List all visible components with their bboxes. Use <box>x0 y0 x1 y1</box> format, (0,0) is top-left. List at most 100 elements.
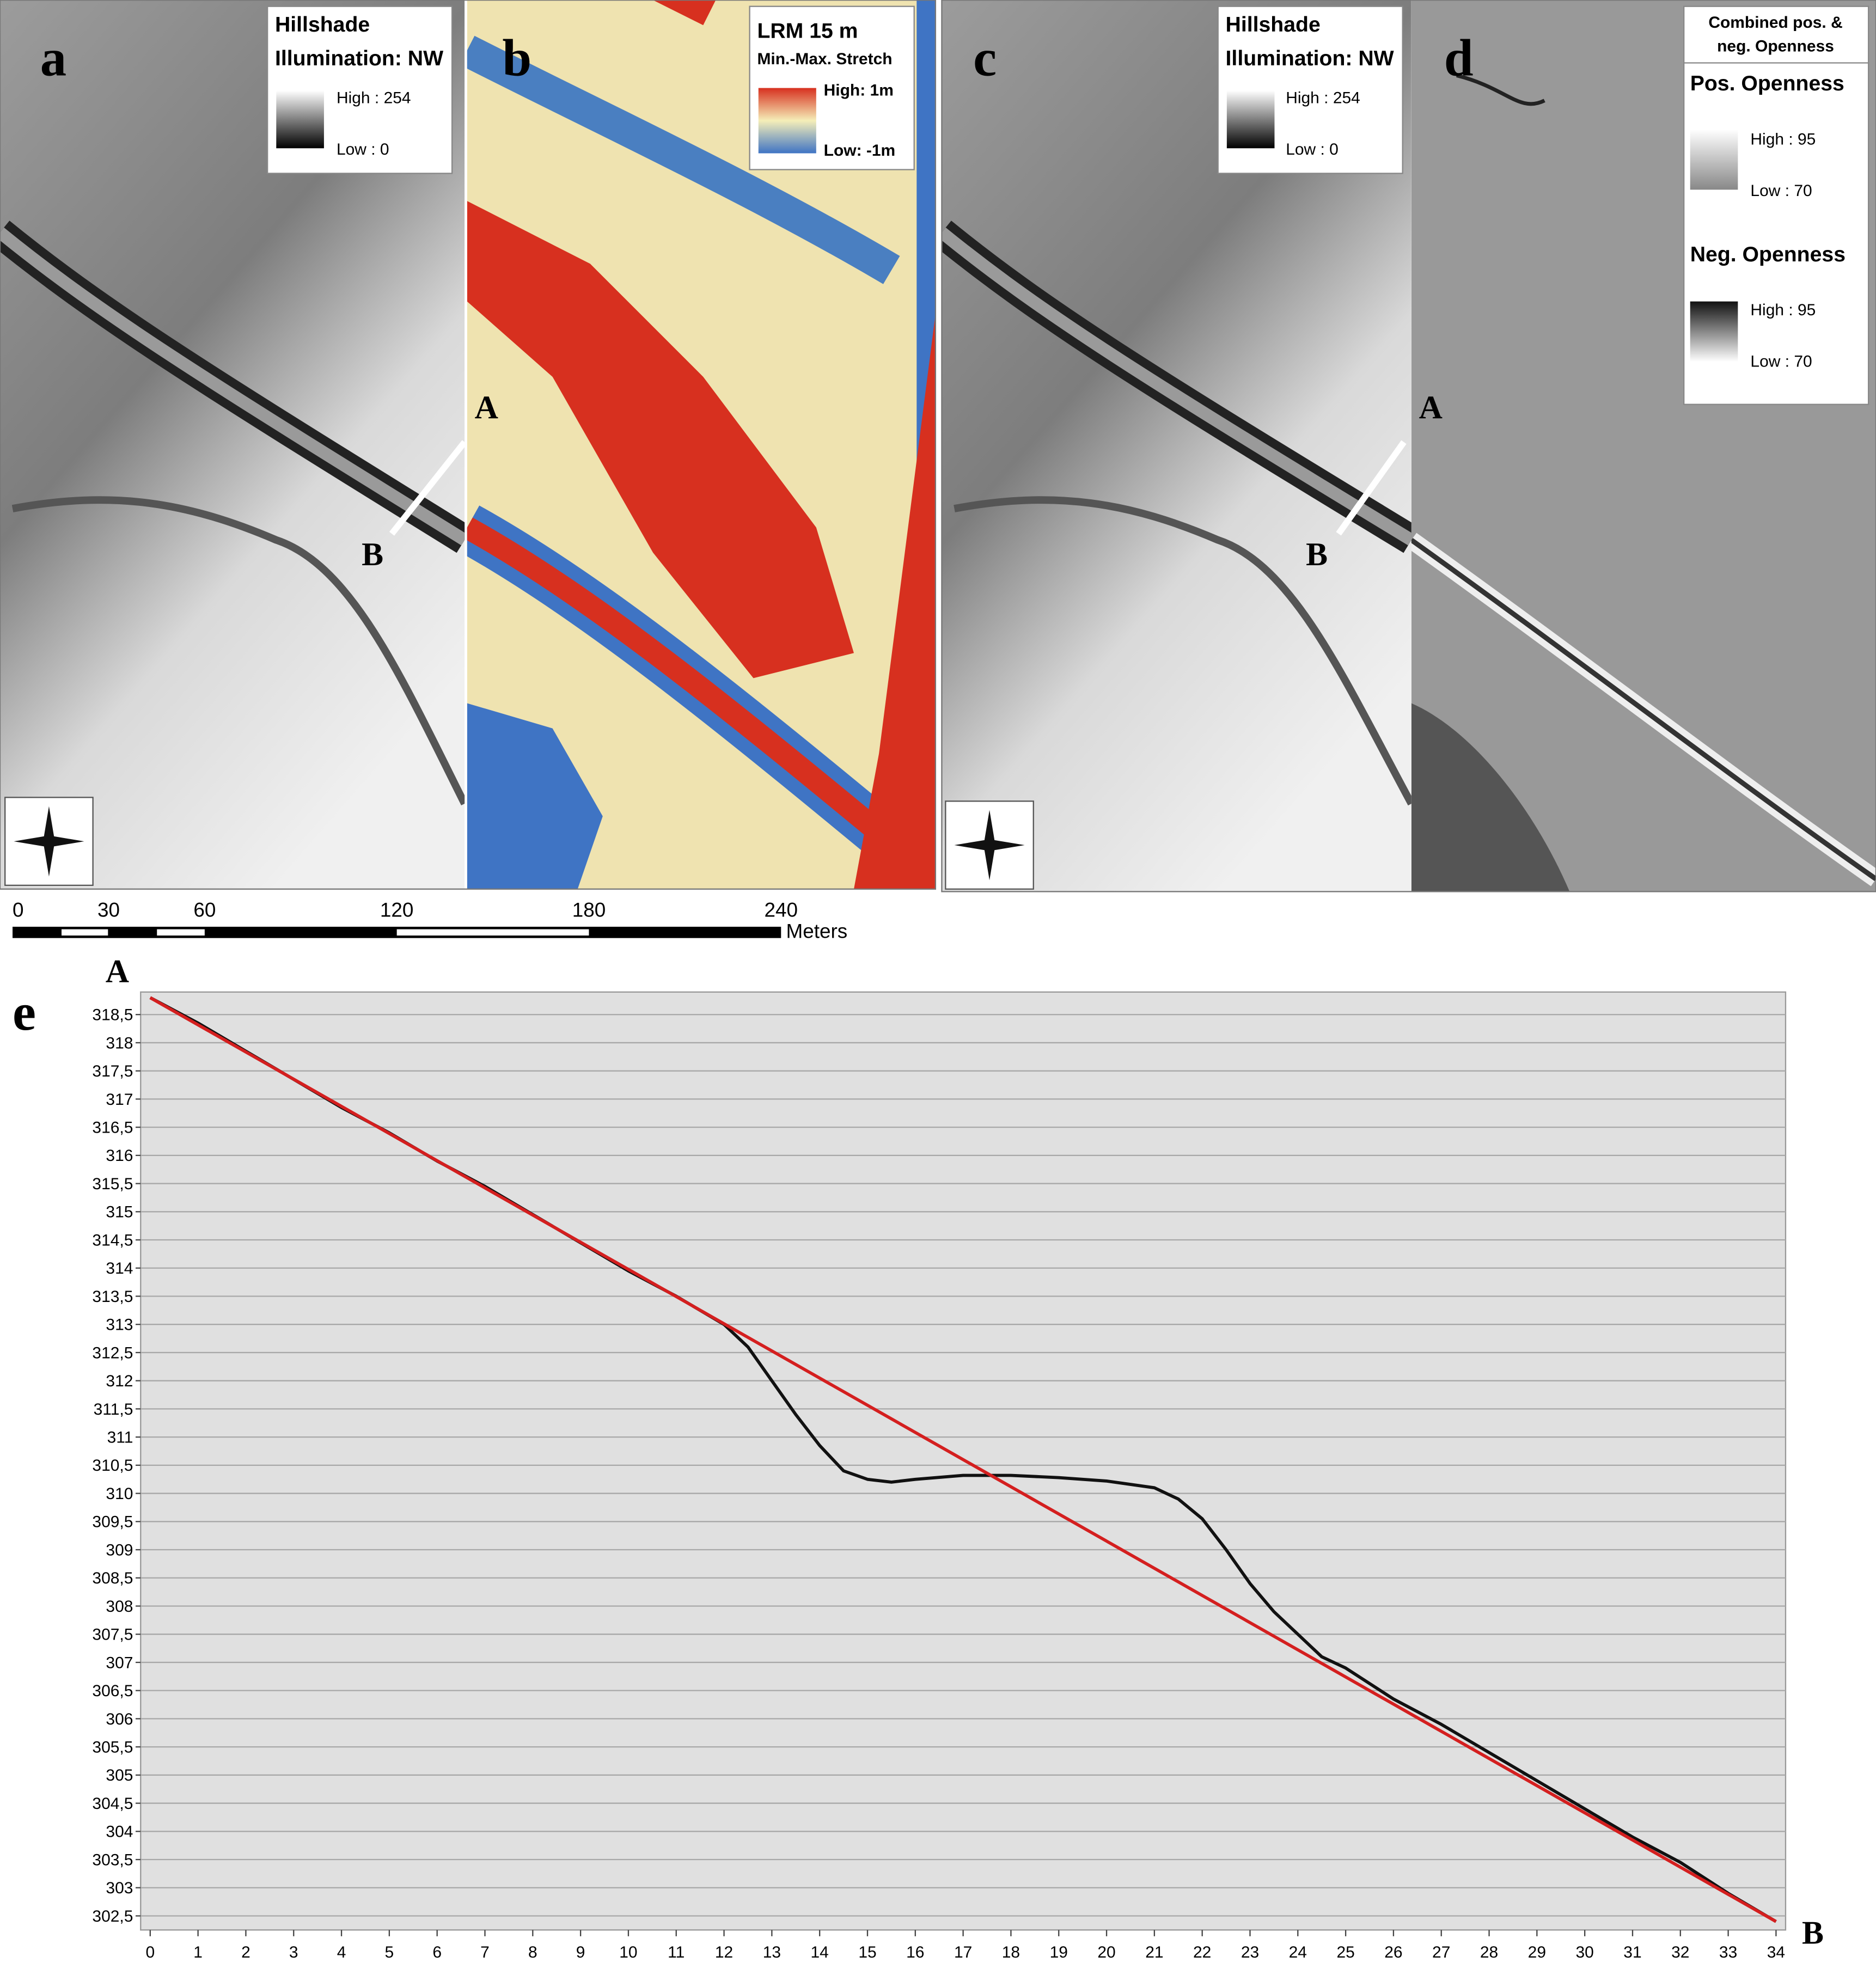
compass-star <box>954 810 1025 880</box>
y-tick-label: 306 <box>106 1710 133 1728</box>
legend-high: High : 254 <box>337 89 411 107</box>
x-tick-label: 5 <box>385 1943 394 1961</box>
x-tick-label: 11 <box>668 1943 685 1961</box>
lrm-low <box>467 35 900 284</box>
x-tick-label: 7 <box>480 1943 490 1961</box>
scale-segment <box>61 929 108 936</box>
y-tick-label: 308 <box>106 1598 133 1616</box>
x-tick-label: 21 <box>1145 1943 1163 1961</box>
x-tick-label: 33 <box>1719 1943 1737 1961</box>
y-tick-label: 311 <box>107 1428 133 1446</box>
y-tick-label: 302,5 <box>92 1907 133 1925</box>
scale-label: 240 <box>764 898 798 921</box>
section-label: B <box>1306 536 1328 572</box>
x-tick-label: 20 <box>1097 1943 1115 1961</box>
y-tick-label: 308,5 <box>92 1569 133 1587</box>
y-tick-label: 303 <box>106 1879 133 1897</box>
scale-label: 0 <box>13 898 24 921</box>
x-tick-label: 1 <box>193 1943 203 1961</box>
x-tick-label: 32 <box>1671 1943 1689 1961</box>
x-tick-label: 3 <box>289 1943 298 1961</box>
x-tick-label: 10 <box>619 1943 637 1961</box>
panel-label: d <box>1444 29 1474 87</box>
channel <box>1411 537 1876 882</box>
y-tick-label: 317,5 <box>92 1062 133 1080</box>
scale-segment <box>13 926 781 938</box>
section-label: A <box>1419 389 1443 425</box>
legend-swatch <box>758 88 816 154</box>
y-tick-label: 309 <box>106 1541 133 1559</box>
legend-low: Low: -1m <box>824 142 896 160</box>
channel <box>1411 703 1570 892</box>
legend-subtitle: Min.-Max. Stretch <box>757 50 892 68</box>
y-tick-label: 313 <box>106 1316 133 1334</box>
x-tick-label: 12 <box>715 1943 733 1961</box>
x-tick-label: 13 <box>763 1943 781 1961</box>
panel-label: b <box>502 29 531 87</box>
legend-low: Low : 70 <box>1750 182 1812 200</box>
x-tick-label: 8 <box>528 1943 537 1961</box>
x-tick-label: 27 <box>1432 1943 1450 1961</box>
y-tick-label: 305,5 <box>92 1738 133 1756</box>
x-tick-label: 23 <box>1241 1943 1259 1961</box>
section-line <box>389 440 465 536</box>
legend-title: Combined pos. & <box>1708 14 1842 32</box>
x-tick-label: 14 <box>811 1943 829 1961</box>
x-tick-label: 16 <box>906 1943 924 1961</box>
legend-low: Low : 0 <box>337 140 389 158</box>
legend-high: High: 1m <box>824 81 894 99</box>
x-tick-label: 24 <box>1289 1943 1307 1961</box>
legend-swatch <box>1690 129 1738 190</box>
lrm-high <box>653 0 716 26</box>
x-tick-label: 0 <box>145 1943 155 1961</box>
y-tick-label: 306,5 <box>92 1682 133 1700</box>
x-tick-label: 9 <box>576 1943 585 1961</box>
y-tick-label: 316 <box>106 1147 133 1165</box>
legend-low: Low : 70 <box>1750 353 1812 371</box>
y-tick-label: 304 <box>106 1823 133 1841</box>
panel-label: e <box>13 983 36 1041</box>
legend-swatch <box>1226 90 1275 149</box>
legend: Hillshade Illumination: NW High : 254 Lo… <box>1217 5 1403 174</box>
stream <box>954 496 1411 806</box>
profile-line <box>149 996 1777 1923</box>
y-tick-label: 311,5 <box>94 1401 133 1418</box>
x-tick-label: 26 <box>1384 1943 1402 1961</box>
x-tick-label: 19 <box>1050 1943 1068 1961</box>
x-tick-label: 4 <box>337 1943 346 1961</box>
panel-label: a <box>40 29 66 87</box>
y-tick-label: 314,5 <box>92 1231 133 1249</box>
y-tick-label: 305 <box>106 1766 133 1784</box>
legend-high: High : 254 <box>1286 89 1360 107</box>
legend-title: neg. Openness <box>1717 38 1834 56</box>
channel <box>0 227 465 546</box>
section-label: B <box>362 536 383 572</box>
y-tick-label: 315 <box>106 1203 133 1221</box>
legend: LRM 15 m Min.-Max. Stretch High: 1m Low:… <box>749 5 915 170</box>
legend-heading: Neg. Openness <box>1690 243 1846 266</box>
legend-high: High : 95 <box>1750 301 1816 319</box>
scale-label: 60 <box>193 898 216 921</box>
section-label: A <box>475 389 498 425</box>
y-tick-label: 307,5 <box>92 1626 133 1644</box>
panel-label: c <box>973 29 997 87</box>
y-tick-label: 304,5 <box>92 1795 133 1813</box>
legend-title: Hillshade <box>1226 13 1321 36</box>
x-tick-label: 22 <box>1193 1943 1211 1961</box>
scale-label: 30 <box>97 898 120 921</box>
y-tick-label: 310 <box>106 1485 133 1503</box>
north-arrow <box>945 800 1034 890</box>
x-tick-label: 6 <box>432 1943 442 1961</box>
x-tick-label: 31 <box>1623 1943 1641 1961</box>
feature <box>1456 74 1545 106</box>
y-tick-label: 307 <box>106 1654 133 1672</box>
scale-segment <box>157 929 205 936</box>
legend-heading: Pos. Openness <box>1690 72 1844 95</box>
map-b <box>467 0 936 889</box>
channel <box>942 227 1411 546</box>
scale-unit: Meters <box>786 920 847 943</box>
y-tick-label: 314 <box>106 1259 133 1277</box>
y-tick-label: 317 <box>106 1091 133 1109</box>
